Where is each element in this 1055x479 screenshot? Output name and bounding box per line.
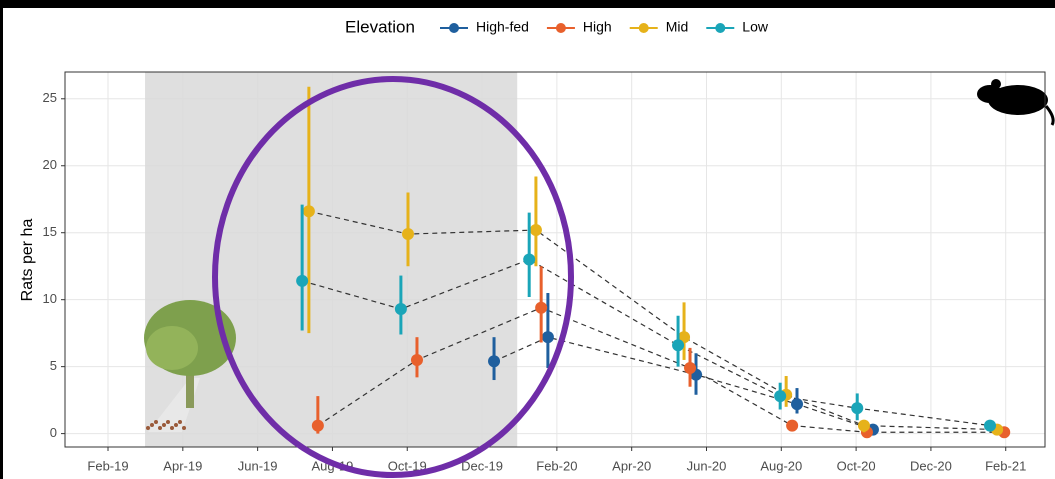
seed bbox=[182, 426, 186, 430]
highlight-ellipse bbox=[212, 76, 574, 478]
legend-label: Mid bbox=[666, 19, 689, 35]
x-tick-label: Feb-19 bbox=[87, 458, 128, 473]
data-point bbox=[857, 419, 870, 432]
seed bbox=[158, 426, 162, 430]
data-point bbox=[402, 228, 414, 241]
tree-crown bbox=[146, 326, 198, 370]
rat-ear bbox=[991, 79, 1001, 89]
data-point bbox=[302, 205, 315, 218]
y-tick-label: 5 bbox=[50, 358, 57, 373]
data-point bbox=[774, 390, 787, 403]
seed bbox=[150, 423, 154, 427]
data-point bbox=[529, 224, 542, 237]
data-point bbox=[786, 419, 799, 432]
data-point bbox=[984, 419, 997, 432]
data-point bbox=[684, 361, 697, 374]
rat-icon bbox=[977, 79, 1055, 126]
seed bbox=[146, 426, 150, 430]
legend-label: High bbox=[583, 19, 612, 35]
x-tick-label: Feb-21 bbox=[985, 458, 1026, 473]
x-tick-label: Dec-19 bbox=[461, 458, 503, 473]
data-point bbox=[672, 339, 685, 352]
top-border bbox=[0, 0, 1055, 8]
data-point bbox=[410, 353, 423, 366]
legend-marker bbox=[449, 23, 459, 33]
tree-icon bbox=[144, 300, 236, 432]
legend-marker bbox=[715, 23, 726, 33]
data-point bbox=[851, 402, 864, 415]
data-point bbox=[535, 301, 548, 314]
y-axis-label: Rats per ha bbox=[19, 219, 36, 302]
x-tick-label: Apr-19 bbox=[163, 458, 202, 473]
rat-tail bbox=[1044, 105, 1055, 126]
seed bbox=[154, 420, 158, 424]
data-point bbox=[791, 398, 804, 411]
legend-label: High-fed bbox=[476, 19, 529, 35]
x-tick-label: Apr-20 bbox=[612, 458, 651, 473]
seed bbox=[178, 420, 182, 424]
legend-label: Low bbox=[742, 19, 769, 35]
x-tick-label: Jun-19 bbox=[238, 458, 278, 473]
data-point bbox=[296, 274, 309, 287]
x-tick-label: Dec-20 bbox=[910, 458, 952, 473]
x-tick-label: Jun-20 bbox=[687, 458, 727, 473]
seed bbox=[170, 426, 174, 430]
legend-title: Elevation bbox=[345, 17, 415, 36]
y-tick-label: 15 bbox=[43, 224, 57, 239]
y-tick-label: 0 bbox=[50, 425, 57, 440]
seed bbox=[162, 423, 166, 427]
data-point bbox=[311, 419, 324, 432]
rat-body bbox=[988, 85, 1048, 115]
data-point bbox=[541, 331, 554, 344]
legend-marker bbox=[555, 23, 566, 33]
y-tick-label: 10 bbox=[43, 291, 57, 306]
seed bbox=[174, 423, 178, 427]
y-tick-label: 20 bbox=[43, 157, 57, 172]
left-border bbox=[0, 0, 3, 479]
legend-marker bbox=[638, 23, 649, 33]
x-tick-label: Aug-20 bbox=[760, 458, 802, 473]
plot-border bbox=[64, 71, 1046, 448]
y-tick-label: 25 bbox=[43, 90, 57, 105]
seed bbox=[166, 420, 170, 424]
data-point bbox=[488, 355, 501, 368]
shaded-period bbox=[145, 72, 518, 447]
x-tick-label: Feb-20 bbox=[536, 458, 577, 473]
rat-head bbox=[977, 85, 1003, 103]
tree-trunk bbox=[186, 360, 194, 408]
x-tick-label: Oct-20 bbox=[837, 458, 876, 473]
data-point bbox=[523, 253, 536, 266]
data-point bbox=[394, 303, 407, 316]
x-tick-label: Oct-19 bbox=[388, 458, 427, 473]
